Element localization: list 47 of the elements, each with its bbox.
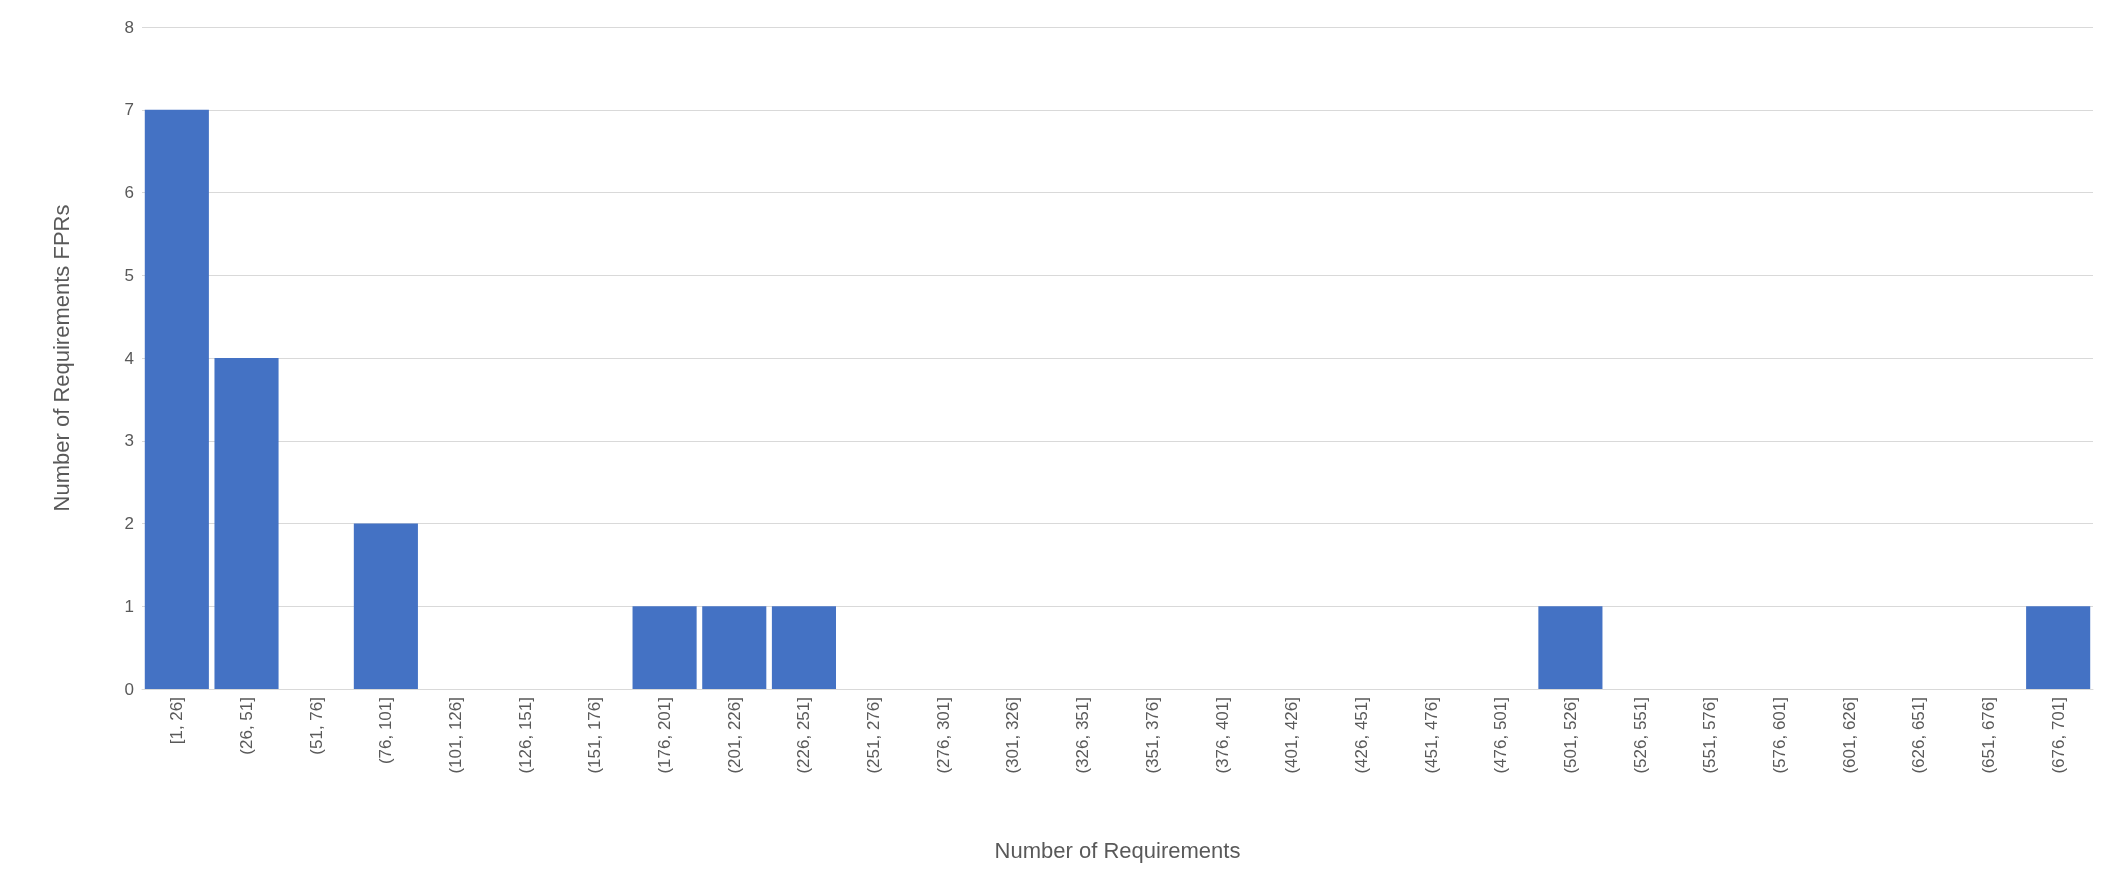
x-tick-label: (226, 251] bbox=[794, 697, 814, 774]
x-tick-label: (326, 351] bbox=[1073, 697, 1093, 774]
x-tick-label: (351, 376] bbox=[1142, 697, 1162, 774]
y-tick-label: 2 bbox=[124, 514, 134, 533]
x-axis-title: Number of Requirements bbox=[994, 837, 1241, 863]
x-tick-label: (301, 326] bbox=[1003, 697, 1023, 774]
x-tick-label: (376, 401] bbox=[1212, 697, 1232, 774]
y-axis-title: Number of Requirements FPRs bbox=[48, 204, 74, 512]
x-tick-label: (401, 426] bbox=[1282, 697, 1302, 774]
y-tick-label: 1 bbox=[124, 596, 134, 616]
x-tick-label: (576, 601] bbox=[1769, 697, 1789, 774]
y-tick-label: 8 bbox=[124, 17, 134, 37]
x-tick-label: (426, 451] bbox=[1351, 697, 1371, 774]
x-tick-label: (501, 526] bbox=[1560, 697, 1580, 774]
x-tick-label: (26, 51] bbox=[237, 697, 257, 755]
y-tick-label: 0 bbox=[124, 679, 134, 699]
bar bbox=[702, 606, 767, 689]
x-tick-label: (451, 476] bbox=[1421, 697, 1441, 774]
x-tick-label: (626, 651] bbox=[1909, 697, 1929, 774]
bar bbox=[214, 358, 279, 689]
y-tick-label: 4 bbox=[124, 348, 134, 368]
x-tick-label: (126, 151] bbox=[515, 697, 535, 774]
x-tick-label: (676, 701] bbox=[2048, 697, 2068, 774]
x-tick-label: (526, 551] bbox=[1630, 697, 1650, 774]
x-tick-label: (176, 201] bbox=[655, 697, 675, 774]
y-tick-label: 6 bbox=[124, 183, 134, 202]
bar bbox=[771, 606, 836, 689]
x-tick-label: (251, 276] bbox=[864, 697, 884, 774]
bar bbox=[632, 606, 697, 689]
y-tick-label: 7 bbox=[124, 100, 134, 120]
x-tick-label: (201, 226] bbox=[724, 697, 744, 774]
x-tick-label: (651, 676] bbox=[1978, 697, 1998, 774]
y-tick-label: 3 bbox=[124, 431, 134, 451]
x-tick-label: [1, 26] bbox=[167, 697, 187, 745]
x-tick-label: (276, 301] bbox=[933, 697, 953, 774]
bar bbox=[1538, 606, 1603, 689]
x-tick-label: (476, 501] bbox=[1491, 697, 1511, 774]
x-tick-label: (151, 176] bbox=[585, 697, 605, 774]
x-tick-label: (601, 626] bbox=[1839, 697, 1859, 774]
x-tick-label: (51, 76] bbox=[306, 697, 326, 755]
x-tick-label: (101, 126] bbox=[446, 697, 466, 774]
x-tick-label: (551, 576] bbox=[1700, 697, 1720, 774]
bar bbox=[2026, 606, 2091, 689]
bar bbox=[144, 109, 209, 689]
bar bbox=[353, 523, 418, 689]
y-tick-label: 5 bbox=[124, 265, 134, 285]
x-tick-label: (76, 101] bbox=[376, 697, 396, 765]
